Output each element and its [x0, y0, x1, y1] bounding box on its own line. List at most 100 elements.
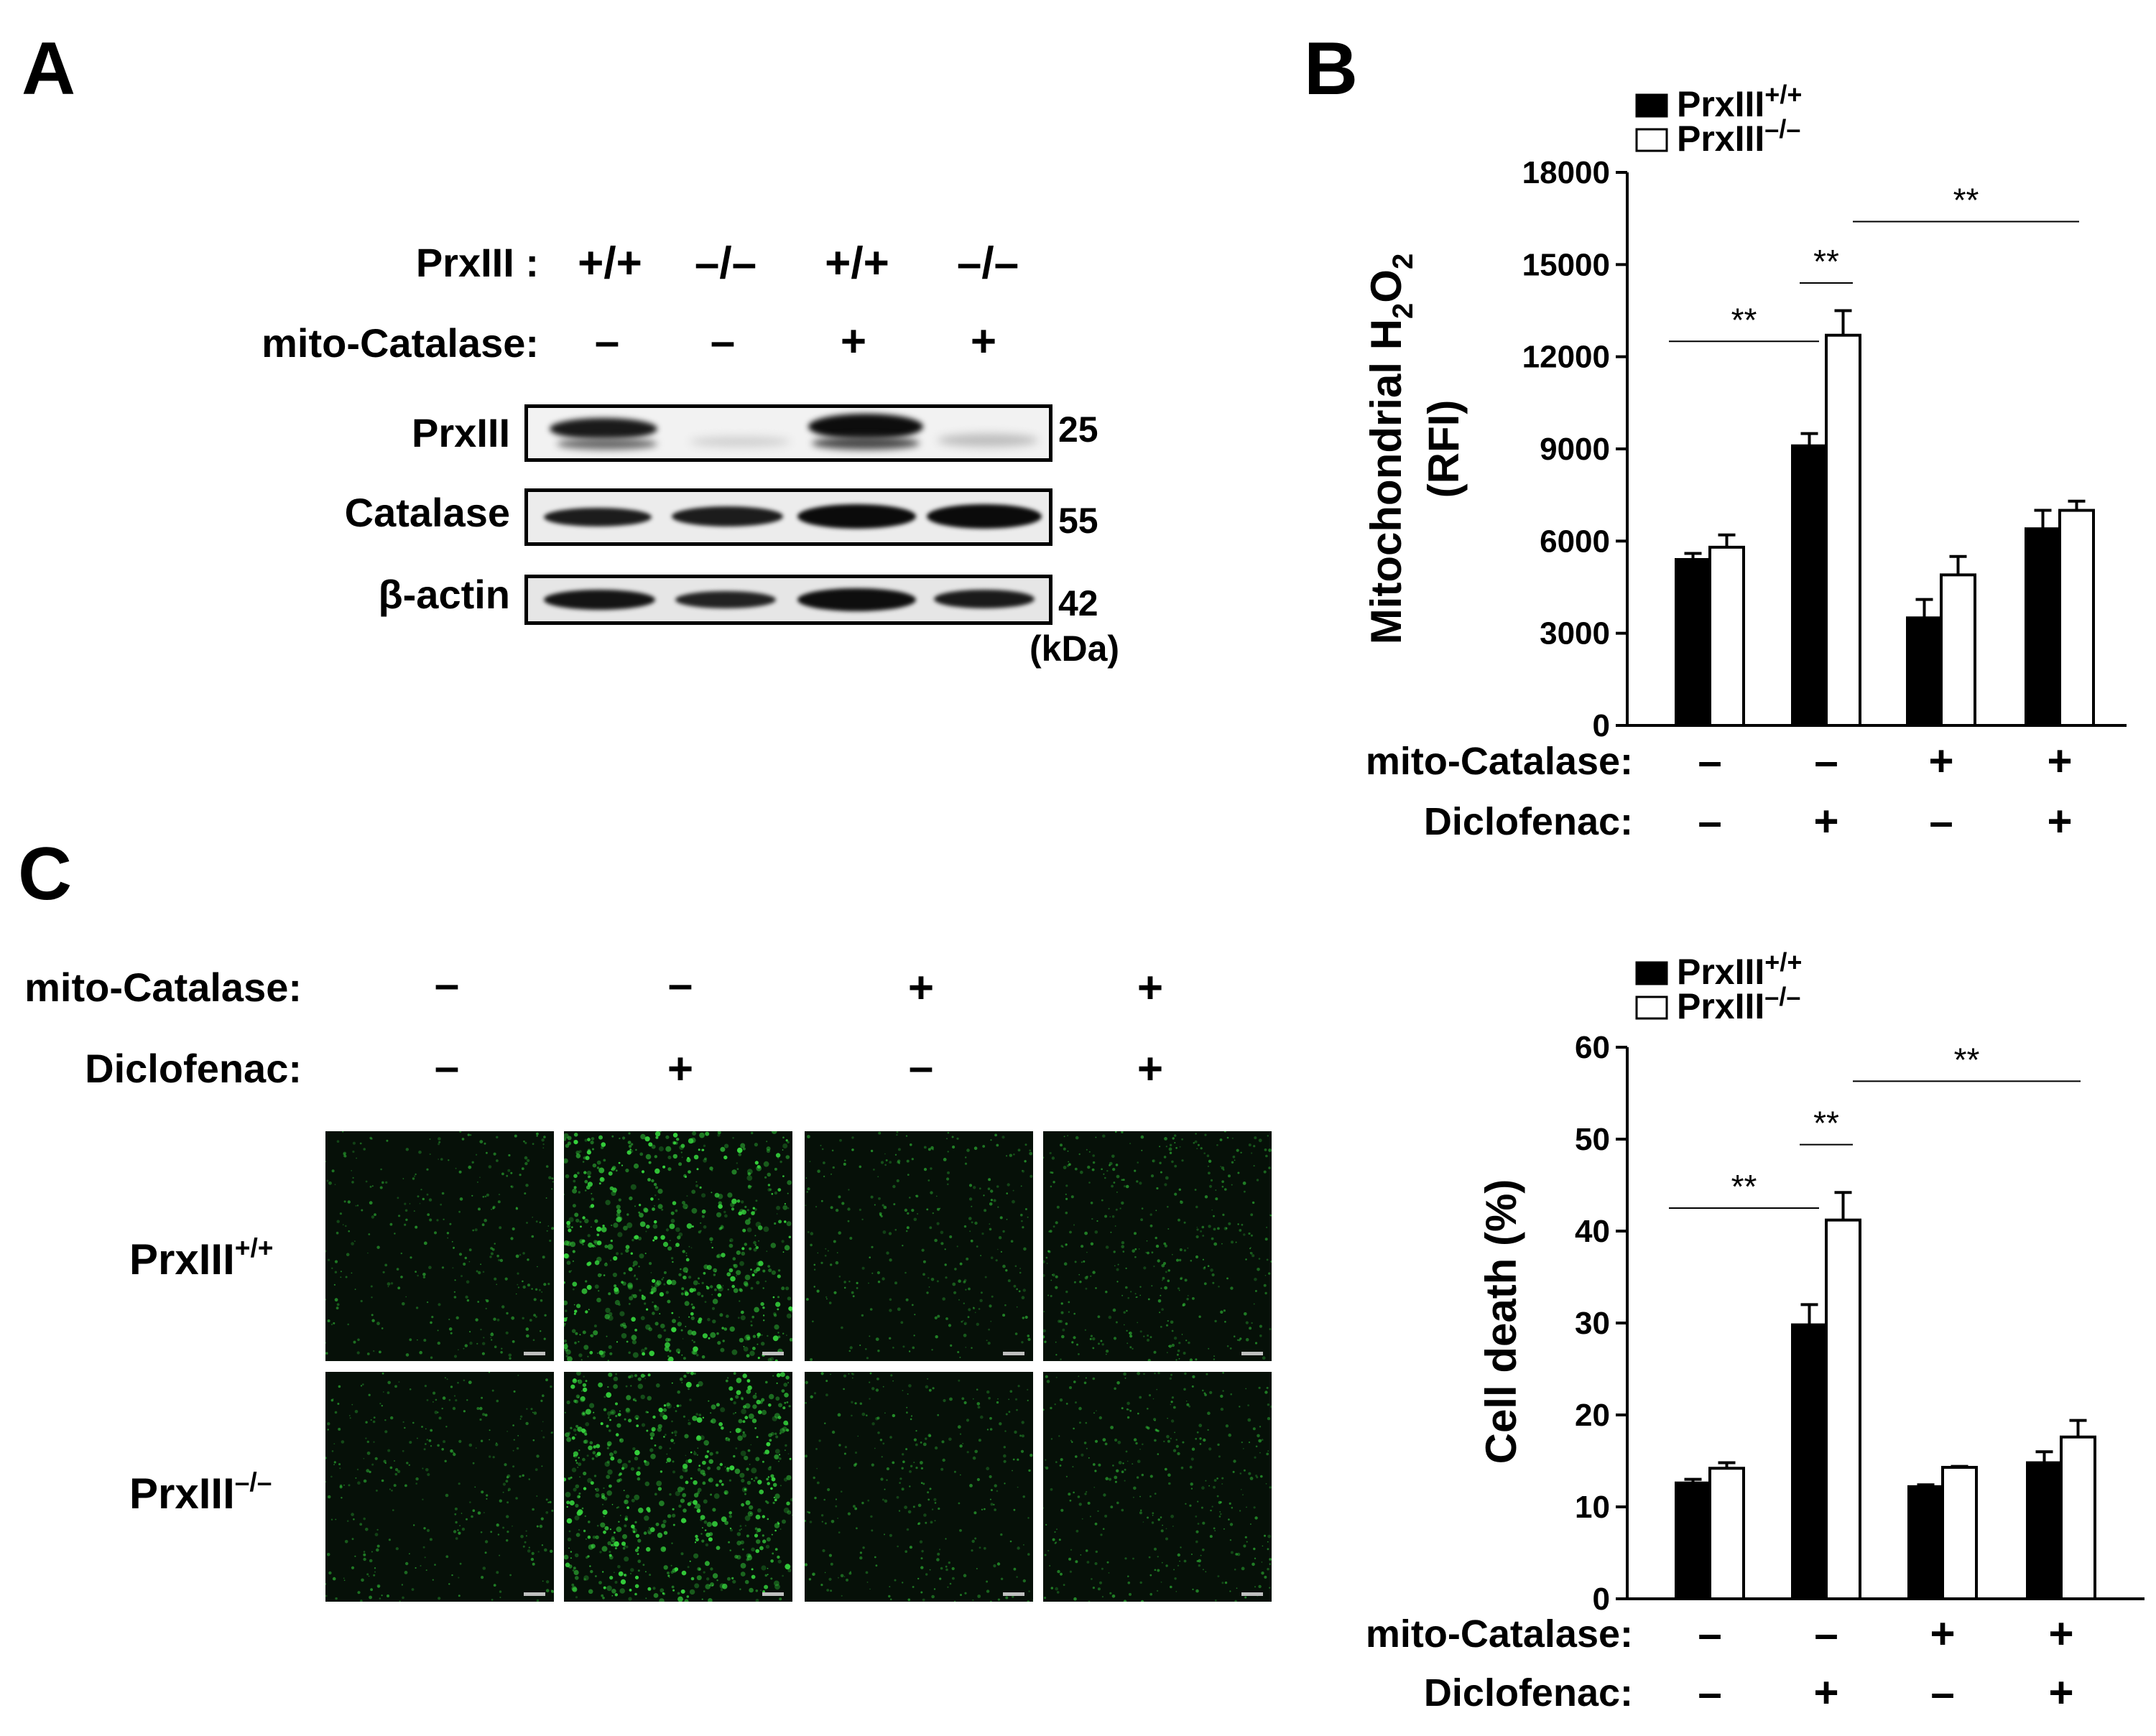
- bar: [1825, 1218, 1861, 1600]
- y-axis-label-part: 2: [1387, 254, 1419, 269]
- condition-sign: +: [1928, 737, 1953, 785]
- condition-sign: +: [2047, 737, 2072, 785]
- micro-mito-sign-4: +: [1137, 963, 1164, 1013]
- y-axis-label: Cell death (%): [1477, 1179, 1525, 1465]
- y-tick-label: 9000: [1540, 432, 1610, 467]
- blot-mw-catalase: 55: [1058, 501, 1098, 541]
- micro-image-signal: [1043, 1372, 1272, 1602]
- blot-mito-sign-3: +: [840, 317, 867, 366]
- bar: [1907, 1485, 1944, 1601]
- blot-strip-catalase: [524, 488, 1052, 546]
- micro-mito-sign-2: –: [667, 960, 693, 1009]
- blot-genotype-3: +/+: [825, 238, 889, 288]
- y-axis-label-part: Mitochondrial H: [1362, 319, 1410, 644]
- scale-bar: [762, 1592, 784, 1596]
- legend-swatch: [1635, 128, 1668, 152]
- condition-sign: –: [1814, 1610, 1838, 1658]
- y-tick-label: 10: [1575, 1490, 1610, 1525]
- condition-sign: –: [1698, 797, 1721, 845]
- bar: [2026, 1461, 2063, 1600]
- micro-image-signal: [805, 1131, 1033, 1361]
- scale-bar: [524, 1592, 545, 1596]
- chart-cell-death: 0102030405060******PrxIII+/+PrxIII–/–Cel…: [1366, 947, 2145, 1717]
- band: [808, 414, 923, 440]
- band: [797, 588, 916, 611]
- condition-sign: +: [1813, 797, 1838, 845]
- band: [934, 590, 1035, 608]
- band: [690, 437, 790, 447]
- condition-sign: +: [2047, 797, 2072, 845]
- legend-swatch: [1635, 961, 1668, 985]
- condition-sign: +: [1930, 1610, 1955, 1658]
- micro-row-label-ko: PrxIII–/–: [129, 1468, 272, 1515]
- micro-image: [325, 1372, 554, 1602]
- micro-image: [1043, 1131, 1272, 1361]
- bar: [2058, 509, 2095, 727]
- micro-image-signal: [805, 1372, 1033, 1602]
- condition-sign: +: [2048, 1610, 2073, 1658]
- y-tick-label: 20: [1575, 1398, 1610, 1433]
- scale-bar: [1003, 1592, 1024, 1596]
- micro-diclo-header: Diclofenac:: [85, 1046, 302, 1091]
- micro-image: [805, 1372, 1033, 1602]
- bar: [1941, 1465, 1978, 1601]
- micro-image: [805, 1131, 1033, 1361]
- band: [927, 504, 1042, 529]
- micro-image-signal: [325, 1372, 554, 1602]
- blot-genotype-2: –/–: [694, 238, 757, 288]
- legend-label-base: PrxIII: [1677, 119, 1764, 159]
- panel-letter-b: B: [1304, 27, 1359, 111]
- scale-bar: [1003, 1352, 1024, 1355]
- y-tick-label: 30: [1575, 1306, 1610, 1341]
- micro-image-signal: [564, 1131, 792, 1361]
- blot-mw-prxiii: 25: [1058, 409, 1098, 450]
- blot-genotype-4: –/–: [956, 238, 1019, 288]
- significance-label: **: [1953, 181, 1979, 218]
- band: [797, 504, 916, 529]
- y-axis-label-unit: (RFI): [1420, 400, 1468, 498]
- micro-row-label-wt: PrxIII+/+: [129, 1234, 274, 1281]
- micro-diclo-sign-2: +: [667, 1044, 694, 1094]
- band: [544, 590, 655, 610]
- blot-mw-actin: 42: [1058, 583, 1098, 623]
- bar: [2060, 1435, 2096, 1600]
- blot-row-label-catalase: Catalase: [344, 490, 510, 535]
- bar: [1708, 1467, 1745, 1600]
- legend-label-base: PrxIII: [1677, 986, 1764, 1026]
- band: [812, 437, 920, 450]
- micro-image: [325, 1131, 554, 1361]
- micro-image: [1043, 1372, 1272, 1602]
- significance-label: **: [1731, 301, 1757, 338]
- blot-mito-header: mito-Catalase:: [262, 320, 539, 366]
- micro-mito-sign-3: +: [907, 963, 935, 1013]
- micro-diclo-sign-1: –: [434, 1042, 460, 1092]
- micro-mito-header: mito-Catalase:: [24, 965, 302, 1010]
- condition-label: mito-Catalase:: [1366, 740, 1633, 783]
- micro-diclo-sign-3: –: [908, 1042, 934, 1092]
- band: [550, 418, 657, 440]
- blot-genotype-1: +/+: [578, 238, 642, 288]
- bar: [1825, 333, 1861, 727]
- scale-bar: [762, 1352, 784, 1355]
- condition-sign: +: [1813, 1668, 1838, 1717]
- bar: [1940, 573, 1976, 728]
- y-axis-label-part: 2: [1387, 303, 1419, 319]
- bar: [1791, 444, 1828, 727]
- blot-strip-actin: [524, 575, 1052, 625]
- blot-prx-header: PrxIII :: [415, 240, 539, 285]
- panel-letter-c: C: [18, 832, 73, 916]
- micro-image-signal: [325, 1131, 554, 1360]
- condition-label: mito-Catalase:: [1366, 1612, 1633, 1656]
- blot-strip-prxiii: [524, 404, 1052, 462]
- scale-bar: [1241, 1352, 1263, 1355]
- panel-letter-a: A: [22, 27, 76, 111]
- legend-label-base: PrxIII: [1677, 952, 1764, 992]
- micro-image-signal: [1043, 1131, 1272, 1361]
- band: [675, 591, 776, 608]
- condition-sign: +: [2048, 1668, 2073, 1717]
- bar: [1906, 616, 1943, 727]
- condition-sign: –: [1814, 737, 1838, 785]
- condition-sign: –: [1698, 737, 1721, 785]
- y-tick-label: 18000: [1522, 155, 1610, 190]
- legend-label: PrxIII+/+: [1677, 80, 1802, 124]
